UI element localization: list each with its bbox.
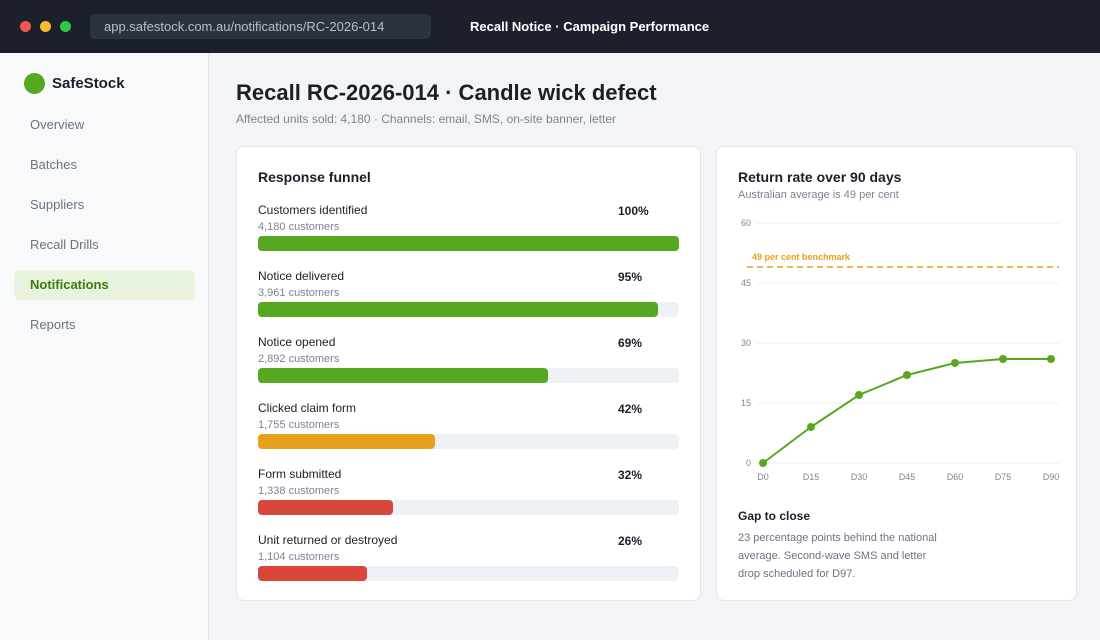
funnel-progress-track	[258, 500, 679, 515]
funnel-progress-fill	[258, 434, 435, 449]
funnel-step-percent: 95%	[618, 270, 643, 284]
funnel-step-count: 1,338 customers	[258, 485, 340, 497]
return-rate-point	[759, 459, 767, 467]
funnel-step-percent: 42%	[618, 402, 643, 416]
funnel-step-label: Notice opened	[258, 335, 336, 349]
sidebar-item-notifications[interactable]: Notifications	[14, 270, 195, 300]
chart-title: Return rate over 90 days	[738, 169, 902, 185]
brand-name: SafeStock	[52, 75, 125, 92]
funnel-progress-fill	[258, 302, 658, 317]
y-tick-label: 45	[741, 278, 751, 288]
funnel-step-label: Clicked claim form	[258, 401, 357, 415]
x-tick-label: D90	[1043, 472, 1060, 482]
funnel-step: Clicked claim form 1,755 customers 42%	[258, 401, 679, 461]
funnel-step: Notice delivered 3,961 customers 95%	[258, 269, 679, 329]
x-tick-label: D0	[757, 472, 769, 482]
funnel-progress-fill	[258, 236, 679, 251]
chart-subtitle: Australian average is 49 per cent	[738, 189, 899, 201]
funnel-step-count: 1,755 customers	[258, 419, 340, 431]
sidebar: SafeStock Overview Batches Suppliers Rec…	[0, 53, 209, 640]
brand-logo-icon	[24, 73, 45, 94]
response-funnel-card: Response funnel Customers identified 4,18…	[236, 146, 701, 601]
funnel-progress-track	[258, 434, 679, 449]
sidebar-item-recall-drills[interactable]: Recall Drills	[30, 237, 99, 252]
window-titlebar: app.safestock.com.au/notifications/RC-20…	[0, 0, 1100, 53]
funnel-step-percent: 32%	[618, 468, 643, 482]
funnel-progress-fill	[258, 566, 367, 581]
address-bar[interactable]: app.safestock.com.au/notifications/RC-20…	[90, 14, 431, 39]
return-rate-chart: 0 15 30 45 60 D0 D15 D30 D45 D60 D75 D90 49 per cent…	[741, 218, 1060, 482]
sidebar-item-reports[interactable]: Reports	[30, 317, 76, 332]
funnel-step: Unit returned or destroyed 1,104 customer…	[258, 533, 679, 593]
funnel-step-percent: 100%	[618, 204, 649, 218]
x-tick-label: D30	[851, 472, 868, 482]
window-title: Recall Notice · Campaign Performance	[470, 19, 710, 34]
sidebar-item-batches[interactable]: Batches	[30, 157, 77, 172]
funnel-step-count: 3,961 customers	[258, 287, 340, 299]
funnel-step: Form submitted 1,338 customers 32%	[258, 467, 679, 527]
funnel-step-percent: 26%	[618, 534, 643, 548]
funnel-step-label: Customers identified	[258, 203, 368, 217]
sidebar-item-overview[interactable]: Overview	[30, 117, 85, 132]
return-rate-point	[999, 355, 1007, 363]
funnel-progress-track	[258, 368, 679, 383]
return-rate-point	[1047, 355, 1055, 363]
funnel-title: Response funnel	[258, 169, 371, 185]
funnel-step-percent: 69%	[618, 336, 643, 350]
funnel-step-count: 2,892 customers	[258, 353, 340, 365]
funnel-progress-track	[258, 566, 679, 581]
funnel-progress-track	[258, 236, 679, 251]
page-subtitle: Affected units sold: 4,180 · Channels: e…	[236, 112, 616, 126]
funnel-step: Notice opened 2,892 customers 69%	[258, 335, 679, 395]
x-tick-label: D15	[803, 472, 820, 482]
y-tick-label: 15	[741, 398, 751, 408]
maximize-window-icon[interactable]	[60, 21, 71, 32]
minimize-window-icon[interactable]	[40, 21, 51, 32]
funnel-step: Customers identified 4,180 customers 100%	[258, 203, 679, 263]
gap-text: 23 percentage points behind the national…	[738, 532, 937, 580]
y-tick-label: 30	[741, 338, 751, 348]
x-tick-label: D75	[995, 472, 1012, 482]
return-rate-point	[903, 371, 911, 379]
return-rate-point	[951, 359, 959, 367]
funnel-step-label: Notice delivered	[258, 269, 345, 283]
funnel-progress-fill	[258, 368, 548, 383]
x-tick-label: D60	[947, 472, 964, 482]
return-rate-point	[855, 391, 863, 399]
funnel-step-label: Form submitted	[258, 467, 342, 481]
funnel-progress-fill	[258, 500, 393, 515]
benchmark-label: 49 per cent benchmark	[752, 252, 851, 262]
funnel-step-count: 1,104 customers	[258, 551, 340, 563]
sidebar-item-suppliers[interactable]: Suppliers	[30, 197, 85, 212]
y-tick-label: 0	[746, 458, 751, 468]
page-title: Recall RC-2026-014 · Candle wick defect	[236, 80, 657, 105]
gap-title: Gap to close	[738, 509, 811, 523]
return-rate-point	[807, 423, 815, 431]
funnel-step-count: 4,180 customers	[258, 221, 340, 233]
x-tick-label: D45	[899, 472, 916, 482]
funnel-progress-track	[258, 302, 679, 317]
y-tick-label: 60	[741, 218, 751, 228]
return-rate-card: Return rate over 90 days Australian aver…	[716, 146, 1077, 601]
funnel-step-label: Unit returned or destroyed	[258, 533, 398, 547]
close-window-icon[interactable]	[20, 21, 31, 32]
